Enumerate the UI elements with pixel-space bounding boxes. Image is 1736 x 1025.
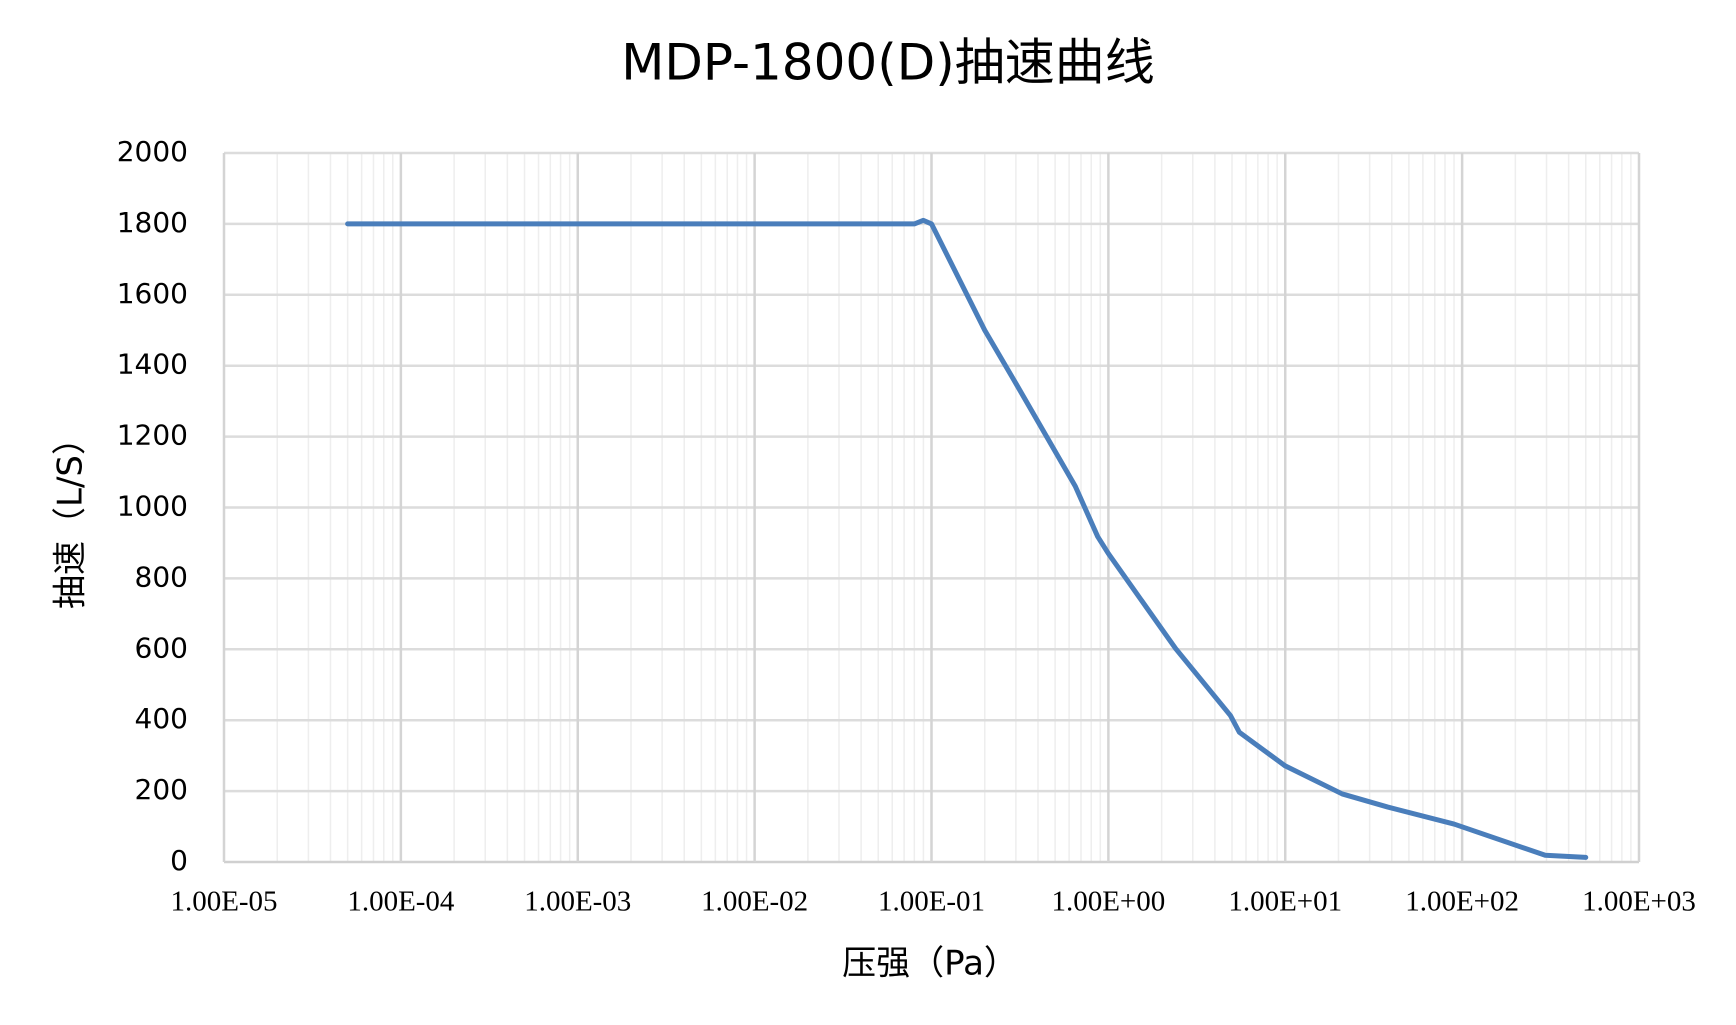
y-tick-label: 1000 bbox=[117, 490, 188, 523]
x-tick-label: 1.00E-05 bbox=[170, 886, 277, 918]
chart-title: MDP-1800(D)抽速曲线 bbox=[621, 34, 1155, 92]
x-tick-label: 1.00E+02 bbox=[1405, 886, 1519, 918]
y-tick-label: 2000 bbox=[117, 135, 188, 168]
y-tick-label: 800 bbox=[135, 560, 188, 593]
y-axis-label: 抽速（L/S） bbox=[51, 421, 91, 609]
x-tick-label: 1.00E-01 bbox=[878, 886, 985, 918]
y-tick-label: 1400 bbox=[117, 348, 188, 381]
y-tick-label: 200 bbox=[135, 773, 188, 806]
series-line bbox=[345, 217, 1589, 860]
y-tick-label: 1800 bbox=[117, 206, 188, 239]
x-tick-label: 1.00E+00 bbox=[1051, 886, 1165, 918]
x-axis-label: 压强（Pa） bbox=[842, 944, 1018, 984]
y-tick-label: 1200 bbox=[117, 419, 188, 452]
x-tick-label: 1.00E-02 bbox=[701, 886, 808, 918]
y-tick-label: 600 bbox=[135, 631, 188, 664]
x-tick-label: 1.00E+01 bbox=[1228, 886, 1342, 918]
x-tick-label: 1.00E-04 bbox=[347, 886, 455, 918]
y-tick-label: 0 bbox=[170, 844, 188, 877]
y-tick-label: 1600 bbox=[117, 277, 188, 310]
x-tick-label: 1.00E+03 bbox=[1582, 886, 1696, 918]
x-tick-label: 1.00E-03 bbox=[524, 886, 631, 918]
y-tick-label: 400 bbox=[135, 702, 188, 735]
